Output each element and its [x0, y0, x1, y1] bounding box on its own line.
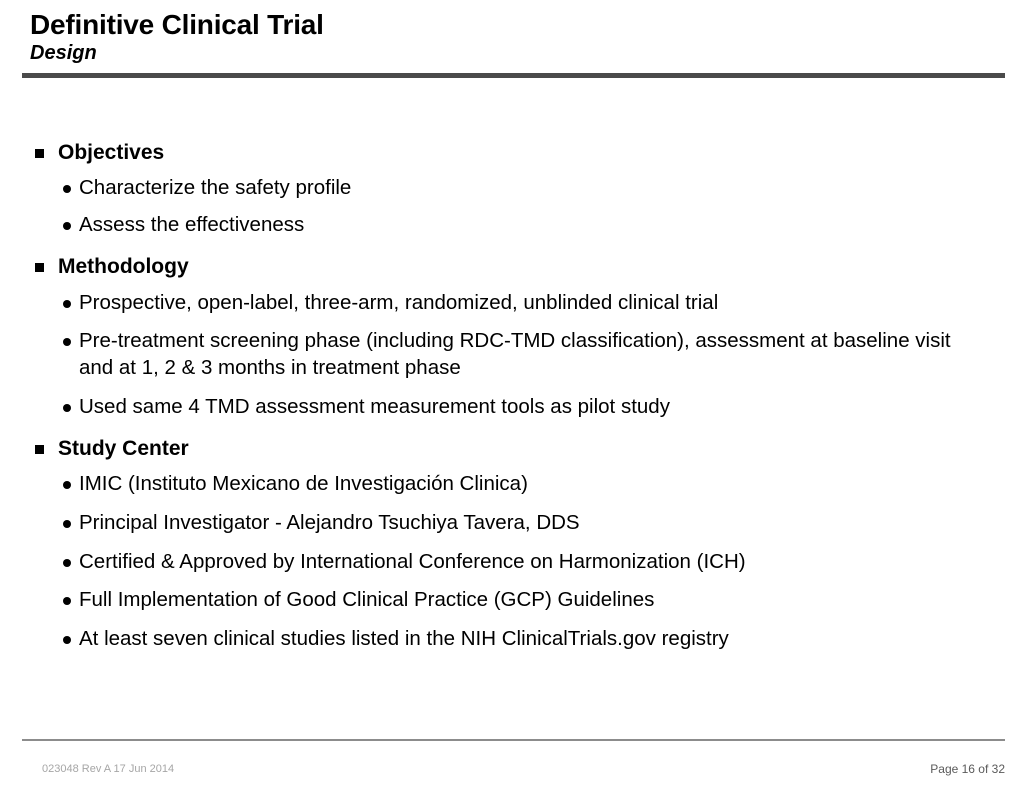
dot-bullet-icon	[63, 558, 71, 567]
section-heading-objectives: Objectives	[22, 140, 982, 165]
square-bullet-icon	[35, 149, 44, 158]
dot-bullet-icon	[63, 185, 71, 194]
footer-divider	[22, 739, 1005, 741]
list-item: Certified & Approved by International Co…	[22, 549, 982, 576]
dot-bullet-icon	[63, 597, 71, 606]
page-subtitle: Design	[30, 42, 97, 65]
dot-bullet-icon	[63, 338, 71, 347]
section-heading-study-center: Study Center	[22, 436, 982, 461]
square-bullet-icon	[35, 263, 44, 273]
dot-bullet-icon	[63, 635, 71, 644]
dot-bullet-icon	[63, 403, 71, 412]
dot-bullet-icon	[63, 299, 71, 308]
list-item: Used same 4 TMD assessment measurement t…	[22, 394, 982, 421]
list-item: Characterize the safety profile	[22, 175, 982, 202]
list-item-label: Pre-treatment screening phase (including…	[79, 329, 951, 379]
list-item: Pre-treatment screening phase (including…	[22, 328, 982, 381]
list-item-label: At least seven clinical studies listed i…	[79, 626, 729, 650]
list-item-label: Prospective, open-label, three-arm, rand…	[79, 290, 719, 314]
dot-bullet-icon	[63, 221, 71, 230]
page-number: Page 16 of 32	[930, 762, 1005, 776]
section-heading-label: Objectives	[58, 141, 165, 164]
list-item: Principal Investigator - Alejandro Tsuch…	[22, 510, 982, 537]
list-item: IMIC (Instituto Mexicano de Investigació…	[22, 471, 982, 498]
square-bullet-icon	[35, 445, 44, 455]
list-item: Full Implementation of Good Clinical Pra…	[22, 587, 982, 614]
section-heading-methodology: Methodology	[22, 254, 982, 279]
section-objectives: Objectives Characterize the safety profi…	[22, 140, 982, 238]
section-heading-label: Methodology	[58, 255, 189, 279]
list-item: At least seven clinical studies listed i…	[22, 626, 982, 653]
dot-bullet-icon	[63, 481, 71, 490]
list-item-label: Certified & Approved by International Co…	[79, 549, 746, 573]
section-methodology: Methodology Prospective, open-label, thr…	[22, 254, 982, 420]
slide-body: Objectives Characterize the safety profi…	[22, 140, 982, 665]
dot-bullet-icon	[63, 520, 71, 529]
list-item-label: Assess the effectiveness	[79, 212, 305, 236]
header-divider	[22, 73, 1005, 78]
list-item-label: Full Implementation of Good Clinical Pra…	[79, 588, 655, 612]
slide-header: Definitive Clinical Trial Design	[30, 9, 1005, 65]
list-item-label: Characterize the safety profile	[79, 176, 352, 200]
section-heading-label: Study Center	[58, 437, 189, 461]
document-code: 023048 Rev A 17 Jun 2014	[42, 763, 175, 775]
list-item-label: IMIC (Instituto Mexicano de Investigació…	[79, 472, 528, 496]
page-title: Definitive Clinical Trial	[30, 9, 324, 40]
list-item-label: Used same 4 TMD assessment measurement t…	[79, 394, 670, 418]
section-study-center: Study Center IMIC (Instituto Mexicano de…	[22, 436, 982, 652]
list-item: Assess the effectiveness	[22, 212, 982, 239]
list-item: Prospective, open-label, three-arm, rand…	[22, 290, 982, 317]
list-item-label: Principal Investigator - Alejandro Tsuch…	[79, 511, 580, 535]
